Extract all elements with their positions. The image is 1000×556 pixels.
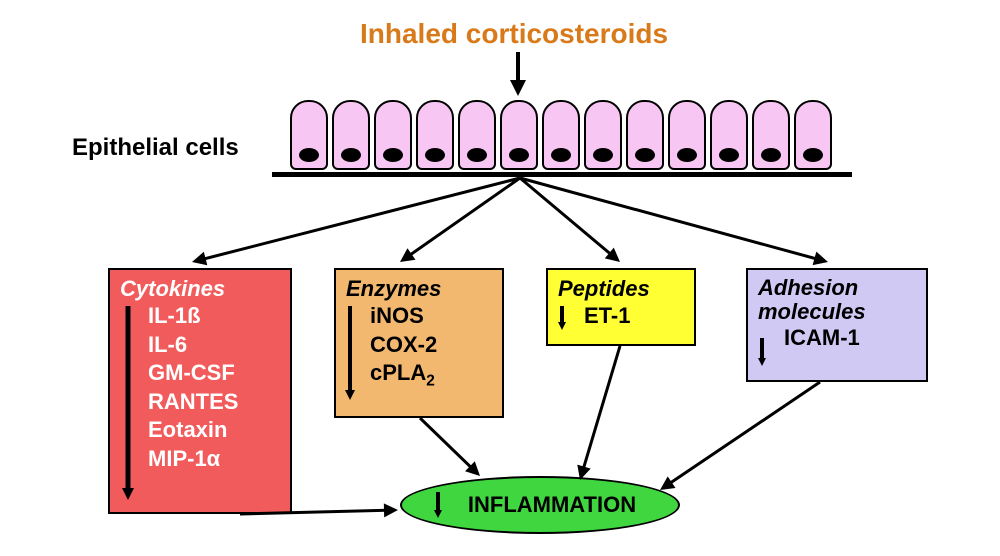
adhesion-item: ICAM-1 (784, 324, 916, 353)
cytokines-box: Cytokines IL-1ßIL-6GM-CSFRANTESEotaxinMI… (108, 268, 292, 514)
enzymes-item: cPLA2 (370, 359, 492, 391)
epithelial-cell (666, 100, 708, 170)
cytokines-items: IL-1ßIL-6GM-CSFRANTESEotaxinMIP-1α (120, 302, 280, 474)
epithelial-cell (372, 100, 414, 170)
epithelial-cell (750, 100, 792, 170)
peptides-box: Peptides ET-1 (546, 268, 696, 346)
inflammation-oval: INFLAMMATION (400, 476, 680, 534)
epithelial-cell (498, 100, 540, 170)
enzymes-heading: Enzymes (346, 276, 492, 302)
cytokines-heading: Cytokines (120, 276, 280, 302)
epithelial-cell (330, 100, 372, 170)
adhesion-items: ICAM-1 (758, 324, 916, 353)
epithelial-cell (456, 100, 498, 170)
cytokines-item: Eotaxin (148, 416, 280, 445)
epithelial-cells-row (288, 100, 834, 170)
epithelial-cell (582, 100, 624, 170)
enzymes-box: Enzymes iNOSCOX-2cPLA2 (334, 268, 504, 418)
peptides-items: ET-1 (558, 302, 684, 331)
adhesion-box: Adhesion molecules ICAM-1 (746, 268, 928, 382)
diagram-title: Inhaled corticosteroids (360, 18, 668, 50)
cytokines-item: RANTES (148, 388, 280, 417)
epithelial-cell (792, 100, 834, 170)
cells-baseline (272, 172, 852, 177)
epithelial-cell (708, 100, 750, 170)
cytokines-item: MIP-1α (148, 445, 280, 474)
enzymes-item: iNOS (370, 302, 492, 331)
epithelial-cell (288, 100, 330, 170)
peptides-heading: Peptides (558, 276, 684, 302)
enzymes-item: COX-2 (370, 331, 492, 360)
epithelial-cell (414, 100, 456, 170)
cytokines-item: GM-CSF (148, 359, 280, 388)
cytokines-item: IL-1ß (148, 302, 280, 331)
adhesion-heading: Adhesion molecules (758, 276, 916, 324)
inflammation-label: INFLAMMATION (468, 492, 636, 518)
peptides-item: ET-1 (584, 302, 684, 331)
epithelial-cell (624, 100, 666, 170)
epithelial-cell (540, 100, 582, 170)
cytokines-item: IL-6 (148, 331, 280, 360)
enzymes-items: iNOSCOX-2cPLA2 (346, 302, 492, 392)
epithelial-cells-label: Epithelial cells (72, 134, 239, 162)
